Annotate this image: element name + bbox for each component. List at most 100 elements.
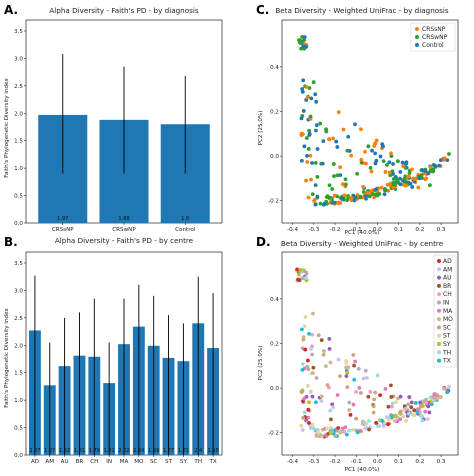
- point: [327, 337, 332, 341]
- point: [363, 421, 367, 425]
- point: [368, 166, 373, 170]
- point: [331, 162, 336, 166]
- point: [370, 148, 374, 153]
- point: [378, 154, 383, 159]
- point: [426, 171, 430, 175]
- point: [330, 199, 335, 204]
- point: [302, 324, 307, 329]
- legend-marker: [437, 325, 441, 330]
- point: [361, 190, 366, 194]
- point: [383, 386, 388, 391]
- point: [314, 123, 319, 128]
- x-tick-label: CRSsNP: [52, 227, 74, 233]
- point: [350, 427, 355, 432]
- point: [330, 402, 335, 407]
- panel-b: B. Alpha Diversity - Faith's PD - by cen…: [4, 235, 223, 465]
- point: [307, 400, 311, 405]
- data-label: 1.88: [118, 216, 129, 222]
- x-tick-label: AU: [61, 459, 69, 465]
- x-tick-label: Control: [175, 227, 196, 233]
- point: [343, 425, 348, 430]
- point: [352, 198, 357, 203]
- point: [386, 422, 390, 427]
- point: [407, 171, 412, 176]
- point: [423, 409, 428, 414]
- legend-label: SY: [443, 341, 451, 348]
- point: [361, 376, 366, 381]
- point: [361, 184, 366, 189]
- point: [372, 195, 377, 200]
- point: [321, 352, 326, 357]
- y-tick-label: -0.2: [268, 199, 279, 205]
- point: [349, 153, 354, 158]
- y-tick-label: 1.0: [14, 398, 23, 404]
- legend-marker: [437, 283, 441, 288]
- legend-label: SC: [443, 324, 451, 331]
- point: [327, 137, 332, 142]
- point: [307, 420, 311, 425]
- point: [327, 346, 332, 351]
- point: [411, 412, 415, 417]
- point: [306, 415, 311, 420]
- point: [313, 183, 318, 188]
- y-tick-label: -0.2: [268, 431, 279, 437]
- point: [316, 333, 321, 338]
- point: [329, 417, 333, 422]
- point: [297, 272, 301, 277]
- point: [394, 400, 399, 404]
- point: [313, 202, 318, 207]
- x-tick-label: ST: [165, 459, 173, 465]
- point: [374, 187, 378, 192]
- point: [310, 394, 315, 399]
- point: [324, 364, 328, 369]
- point: [314, 99, 319, 104]
- point: [431, 167, 436, 172]
- point: [343, 177, 348, 182]
- data-label: 1.97: [57, 216, 68, 222]
- point: [354, 416, 359, 421]
- point: [364, 196, 368, 201]
- panel-c: C. Beta Diversity - Weighted UniFrac - b…: [256, 3, 459, 236]
- x-tick-label: 0.2: [415, 227, 424, 233]
- point: [304, 136, 309, 140]
- x-axis-label-d: PC1 (40.0%): [345, 467, 380, 473]
- point: [404, 418, 409, 423]
- data-label: 1.95: [208, 448, 219, 454]
- x-tick-label: -0.4: [287, 227, 298, 233]
- point: [358, 127, 363, 132]
- point: [445, 390, 450, 395]
- point: [309, 96, 314, 101]
- data-label: 1.8: [181, 216, 189, 222]
- point: [407, 395, 412, 399]
- point: [328, 360, 333, 365]
- y-tick-label: 1.5: [14, 139, 23, 145]
- panel-letter-a: A.: [4, 3, 18, 17]
- point: [409, 400, 414, 405]
- point: [327, 183, 332, 188]
- point: [319, 398, 324, 403]
- point: [410, 185, 415, 189]
- point: [312, 199, 316, 203]
- legend-marker: [415, 35, 419, 39]
- point: [418, 400, 423, 405]
- point: [374, 138, 379, 143]
- point: [390, 401, 395, 406]
- y-axis-label-a: Faith's Phylogenetic Diversity index: [4, 78, 10, 178]
- point: [349, 196, 353, 200]
- point: [311, 365, 316, 370]
- point: [389, 154, 394, 158]
- y-tick-label: 0.0: [14, 453, 23, 459]
- point: [390, 404, 394, 409]
- x-tick-label: 0.3: [437, 227, 446, 233]
- point: [401, 414, 405, 418]
- point: [314, 376, 319, 380]
- point: [330, 187, 335, 191]
- y-axis-label-b: Faith's Phylogenetic Diversity index: [4, 308, 10, 408]
- point: [410, 167, 414, 172]
- point: [384, 415, 389, 420]
- x-tick-label: CRSwNP: [112, 227, 136, 233]
- point: [308, 114, 313, 119]
- legend-label: TH: [442, 349, 451, 356]
- point: [301, 109, 306, 113]
- point: [336, 110, 341, 115]
